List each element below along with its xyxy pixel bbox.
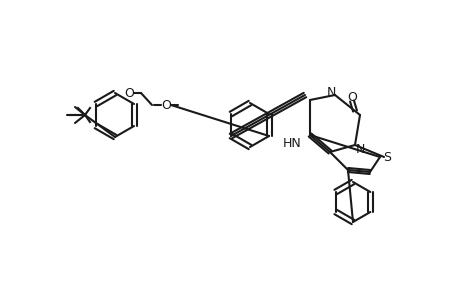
Text: S: S <box>382 151 390 164</box>
Text: HN: HN <box>282 136 301 149</box>
Text: N: N <box>325 85 335 98</box>
Text: O: O <box>346 91 356 103</box>
Text: N: N <box>354 142 364 155</box>
Text: O: O <box>124 86 134 100</box>
Text: O: O <box>161 98 171 112</box>
